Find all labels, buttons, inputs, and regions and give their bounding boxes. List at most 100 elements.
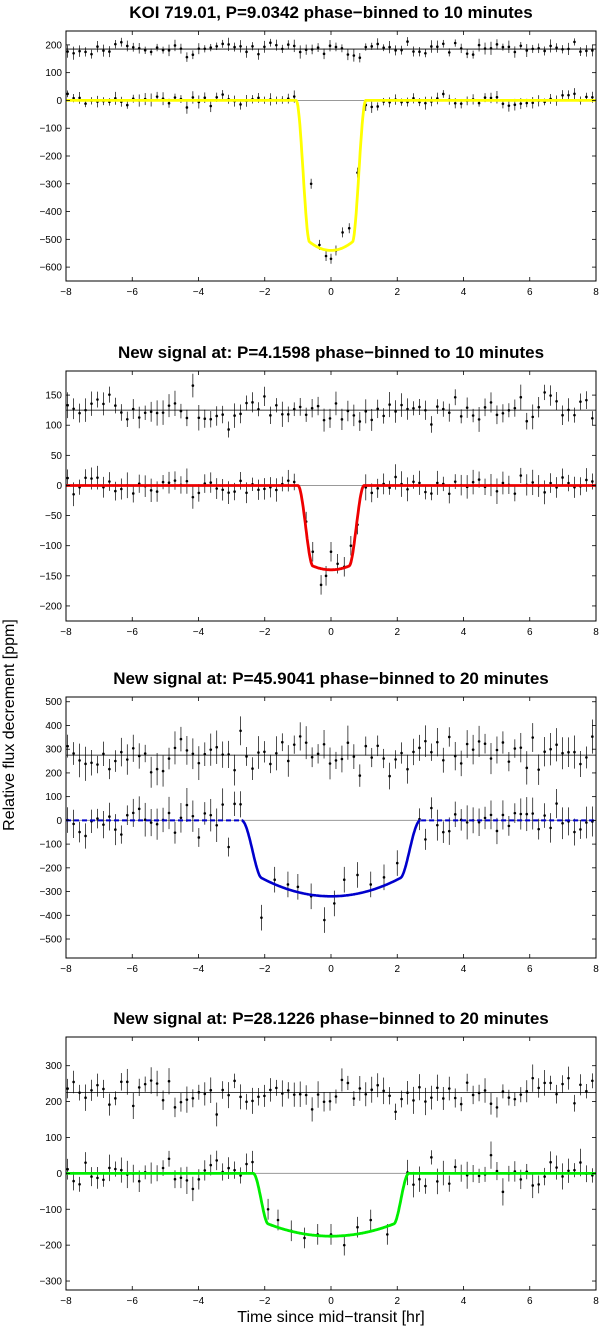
- offset-data-point: [131, 1104, 135, 1108]
- offset-data-point: [555, 399, 558, 403]
- y-tick-label: 0: [56, 96, 62, 107]
- offset-data-point: [292, 44, 296, 48]
- offset-data-point: [394, 758, 397, 761]
- offset-data-point: [227, 428, 230, 431]
- offset-data-point: [203, 1092, 207, 1096]
- data-point: [215, 1159, 219, 1162]
- offset-data-point: [567, 47, 570, 51]
- y-tick-label: 0: [56, 1169, 62, 1180]
- offset-data-point: [406, 407, 409, 411]
- offset-data-point: [179, 737, 183, 741]
- offset-data-point: [173, 44, 177, 47]
- offset-data-point: [537, 46, 540, 50]
- y-tick-label: −100: [39, 541, 62, 552]
- panel-3: New signal at: P=45.9041 phase−binned to…: [39, 669, 599, 975]
- data-point: [495, 829, 499, 833]
- offset-data-point: [215, 44, 219, 48]
- offset-data-point: [245, 401, 248, 405]
- offset-data-point: [72, 752, 75, 755]
- offset-data-point: [441, 758, 445, 762]
- offset-data-point: [513, 50, 517, 54]
- data-point: [197, 836, 201, 839]
- offset-data-point: [310, 755, 314, 759]
- y-tick-label: −300: [39, 887, 62, 898]
- x-tick-label: −4: [193, 964, 205, 975]
- data-point: [78, 1183, 81, 1186]
- data-point: [233, 1168, 236, 1172]
- offset-data-point: [161, 1098, 165, 1102]
- offset-data-point: [591, 1079, 594, 1083]
- data-point: [215, 487, 219, 490]
- offset-data-point: [465, 52, 469, 55]
- offset-data-point: [96, 763, 99, 766]
- offset-data-point: [441, 42, 445, 46]
- offset-data-point: [269, 41, 272, 45]
- data-point: [501, 481, 505, 485]
- y-tick-label: −400: [39, 207, 62, 218]
- offset-data-point: [430, 423, 433, 426]
- data-point: [453, 813, 457, 816]
- data-point: [430, 1156, 433, 1159]
- offset-data-point: [286, 759, 290, 763]
- offset-data-point: [203, 752, 207, 756]
- offset-data-point: [561, 1082, 564, 1086]
- data-point: [102, 1178, 105, 1182]
- offset-data-point: [453, 41, 457, 45]
- x-tick-label: −8: [60, 964, 72, 975]
- x-tick-label: 2: [394, 287, 400, 298]
- data-point: [143, 818, 147, 822]
- offset-data-point: [453, 1096, 457, 1100]
- offset-data-point: [519, 746, 523, 749]
- data-point: [477, 820, 481, 824]
- offset-data-point: [304, 48, 308, 51]
- y-tick-label: −150: [39, 571, 62, 582]
- offset-data-point: [370, 756, 374, 759]
- data-point: [131, 811, 135, 815]
- data-point: [394, 475, 397, 479]
- transit-data-point: [309, 182, 313, 186]
- data-point: [66, 92, 69, 96]
- data-point: [167, 481, 171, 485]
- x-tick-label: 6: [527, 287, 533, 298]
- offset-data-point: [424, 408, 427, 412]
- offset-data-point: [555, 743, 558, 746]
- offset-data-point: [263, 750, 266, 754]
- offset-data-point: [143, 1082, 147, 1086]
- plot-frame: [65, 1036, 597, 1291]
- data-point: [567, 93, 570, 97]
- offset-data-point: [197, 416, 201, 420]
- data-point: [412, 96, 415, 100]
- offset-data-point: [221, 753, 224, 756]
- data-point: [209, 1163, 213, 1167]
- offset-data-point: [161, 48, 165, 52]
- offset-data-point: [346, 53, 350, 56]
- offset-data-point: [215, 414, 219, 418]
- transit-data-point: [336, 562, 339, 566]
- offset-data-point: [96, 1083, 99, 1087]
- offset-data-point: [96, 45, 99, 48]
- x-tick-label: 4: [461, 1296, 467, 1307]
- offset-data-point: [418, 405, 421, 409]
- data-point: [465, 821, 469, 824]
- data-point: [376, 105, 380, 108]
- offset-data-point: [591, 416, 594, 420]
- offset-data-point: [388, 774, 391, 778]
- offset-data-point: [495, 748, 499, 752]
- offset-data-point: [328, 417, 332, 420]
- offset-data-point: [447, 411, 451, 414]
- offset-data-point: [579, 400, 582, 403]
- data-point: [167, 101, 171, 105]
- data-point: [149, 821, 153, 824]
- data-point: [424, 101, 427, 105]
- y-tick-label: −50: [45, 511, 62, 522]
- offset-data-point: [471, 748, 475, 751]
- data-point: [543, 814, 546, 817]
- offset-data-point: [120, 750, 123, 754]
- offset-data-point: [149, 410, 153, 414]
- offset-data-point: [125, 44, 129, 48]
- offset-data-point: [120, 1080, 123, 1084]
- offset-data-point: [334, 1095, 338, 1098]
- offset-data-point: [102, 1087, 105, 1091]
- offset-data-point: [340, 1078, 344, 1082]
- offset-data-point: [286, 1089, 290, 1092]
